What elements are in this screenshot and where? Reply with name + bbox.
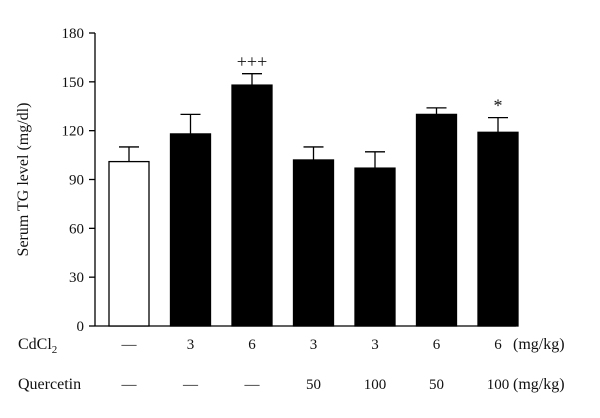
row-value: — <box>182 377 199 393</box>
y-tick-label: 180 <box>62 26 85 42</box>
significance-label: +++ <box>237 52 267 72</box>
row-unit: (mg/kg) <box>513 336 565 353</box>
y-tick-label: 30 <box>69 270 84 286</box>
error-bars <box>119 73 508 169</box>
bar <box>354 167 396 327</box>
row-value: 50 <box>306 377 321 393</box>
row-value: 6 <box>494 337 502 353</box>
y-tick-label: 0 <box>77 319 85 335</box>
axes: 0 30 60 90 120 150 180 Serum TG level (mg/dl) <box>15 26 516 335</box>
row-value: 6 <box>248 337 256 353</box>
row-value: 100 <box>487 377 510 393</box>
significance-label: * <box>494 96 503 116</box>
row-value: 50 <box>429 377 444 393</box>
bar <box>169 133 212 327</box>
bars <box>108 84 519 327</box>
row-value: 100 <box>364 377 387 393</box>
row-value: — <box>121 337 138 353</box>
bar <box>292 159 335 327</box>
bar <box>477 131 519 327</box>
row-value: — <box>244 377 261 393</box>
treatment-table: CdCl2 — 3 6 3 3 6 6 (mg/kg) Quercetin — — — 50 100 50 10… <box>18 336 565 393</box>
y-tick-label: 90 <box>69 173 84 189</box>
y-axis-label: Serum TG level (mg/dl) <box>15 103 32 257</box>
row-value: 6 <box>433 337 441 353</box>
y-tick-label: 150 <box>62 75 85 91</box>
row-label: Quercetin <box>18 376 81 393</box>
y-tick-label: 60 <box>69 221 84 237</box>
row-value: — <box>121 377 138 393</box>
bar <box>231 84 273 327</box>
row-label: CdCl2 <box>18 336 57 356</box>
annotations: +++ * <box>237 52 503 116</box>
bar <box>415 113 458 327</box>
row-value: 3 <box>371 337 379 353</box>
row-value: 3 <box>310 337 318 353</box>
bar <box>108 160 150 327</box>
row-value: 3 <box>187 337 195 353</box>
row-unit: (mg/kg) <box>513 376 565 393</box>
y-tick-label: 120 <box>62 124 85 140</box>
